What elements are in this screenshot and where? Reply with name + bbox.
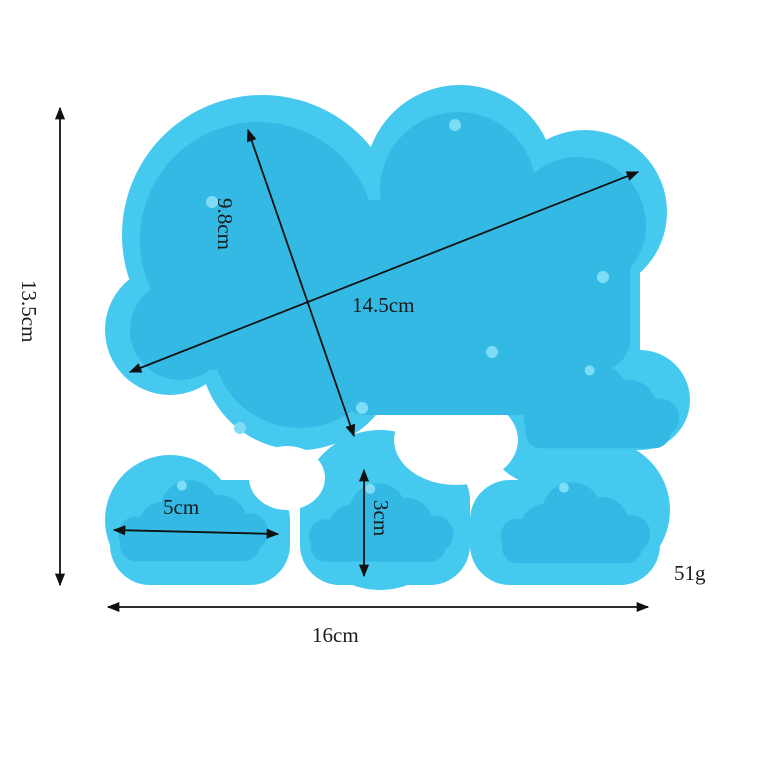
hanging-hole-pin	[558, 482, 569, 493]
hanging-hole-pin	[365, 483, 376, 494]
pin	[486, 346, 498, 358]
large-cloud-cavity	[340, 360, 600, 415]
small-cloud-cavity	[310, 528, 446, 562]
small-cloud-cavity	[501, 528, 643, 564]
mold-hole	[394, 395, 518, 485]
weight-label: 51g	[674, 561, 706, 585]
hanging-hole-pin	[176, 480, 187, 491]
mold-hole	[249, 446, 325, 510]
small-width-label: 5cm	[163, 495, 199, 519]
hanging-hole-pin	[584, 365, 595, 376]
pin	[234, 422, 246, 434]
large-width-arrow	[128, 171, 640, 373]
pin	[449, 119, 461, 131]
small-cloud-cavity	[525, 412, 671, 449]
overall-height-label: 13.5cm	[17, 280, 41, 342]
pin	[356, 402, 368, 414]
large-height-label: 9.8cm	[213, 198, 237, 250]
small-height-label: 3cm	[369, 500, 393, 536]
large-width-label: 14.5cm	[352, 293, 414, 317]
overall-width-label: 16cm	[312, 623, 359, 647]
pin	[597, 271, 609, 283]
small-width-arrow	[112, 525, 280, 539]
